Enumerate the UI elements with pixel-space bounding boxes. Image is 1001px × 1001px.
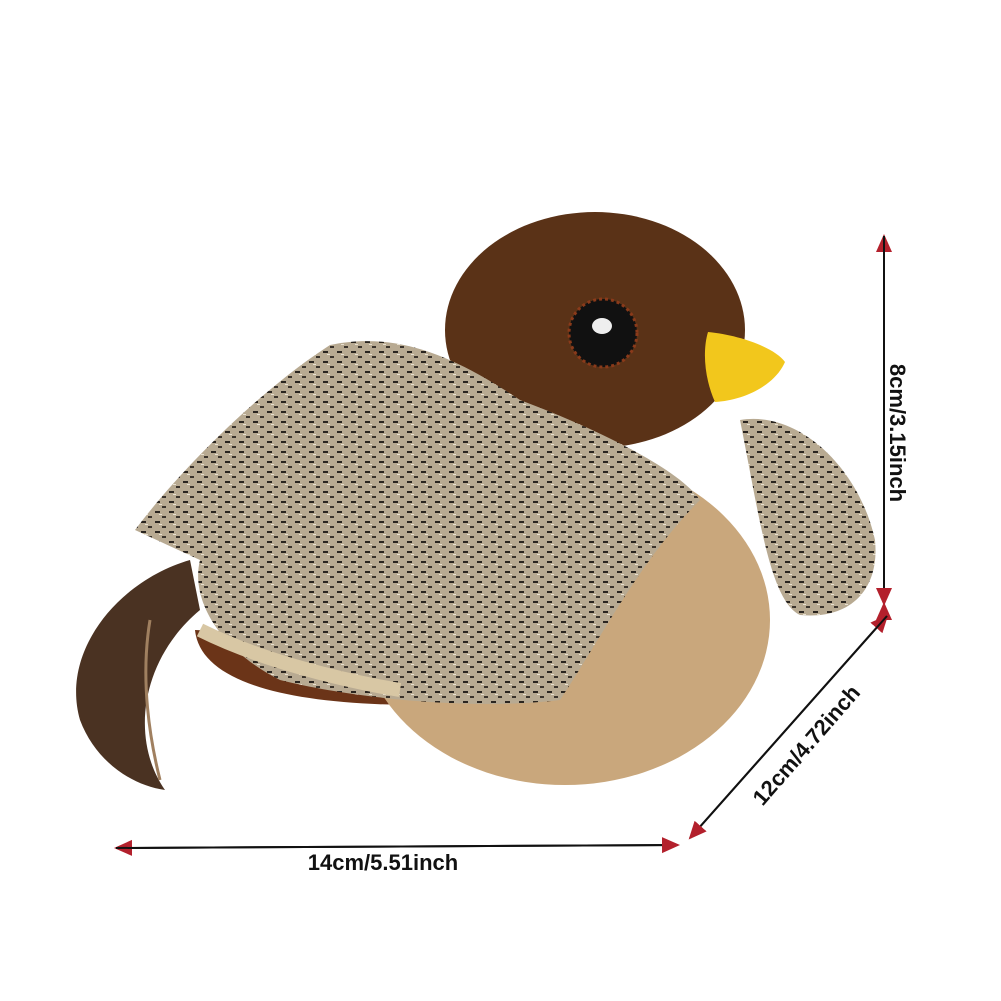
beak — [704, 332, 785, 402]
height-label: 8cm/3.15inch — [885, 364, 910, 502]
left-wing — [135, 341, 700, 704]
depth-label: 12cm/4.72inch — [748, 680, 866, 810]
length-label: 14cm/5.51inch — [308, 850, 458, 875]
tail-feathers — [76, 560, 200, 790]
right-wing — [740, 418, 876, 616]
